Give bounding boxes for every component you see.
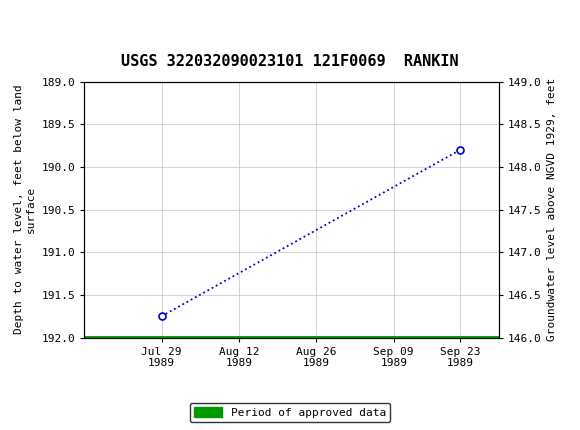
Text: USGS: USGS	[38, 9, 89, 27]
Y-axis label: Groundwater level above NGVD 1929, feet: Groundwater level above NGVD 1929, feet	[547, 78, 557, 341]
Text: USGS 322032090023101 121F0069  RANKIN: USGS 322032090023101 121F0069 RANKIN	[121, 54, 459, 69]
Y-axis label: Depth to water level, feet below land
surface: Depth to water level, feet below land su…	[14, 85, 36, 335]
Legend: Period of approved data: Period of approved data	[190, 403, 390, 422]
